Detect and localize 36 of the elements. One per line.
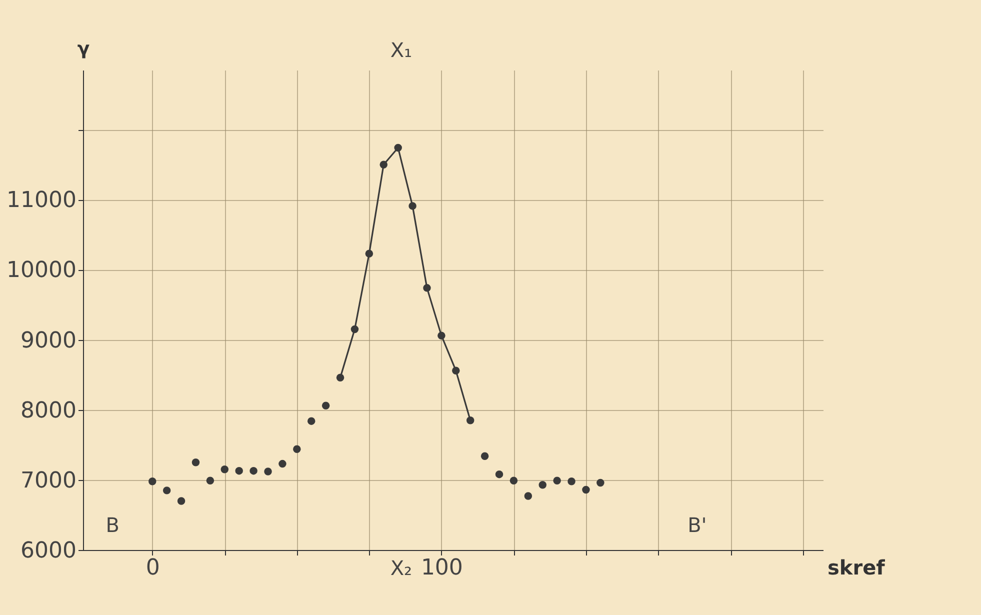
point (524, 492, 532, 500)
text: X₂ (390, 556, 412, 580)
point (538, 480, 546, 489)
y-tick-label: 11000 (6, 188, 76, 214)
y-tick-label: 10000 (6, 258, 76, 284)
y-axis-title: γ (77, 38, 90, 60)
point (148, 477, 156, 486)
point (495, 470, 504, 478)
y-tick-label: 7000 (20, 468, 76, 494)
x-tick-label: 100 (420, 556, 463, 580)
point (322, 402, 330, 410)
point (177, 497, 186, 505)
x-tick-label: 0 (146, 556, 160, 580)
point (206, 476, 214, 484)
y-tick-label: 8000 (20, 398, 76, 424)
point (553, 476, 561, 484)
annotation: B (106, 513, 120, 537)
y-tick-label: 6000 (20, 538, 76, 564)
point (264, 468, 272, 476)
point (235, 466, 243, 475)
point (192, 458, 200, 466)
point (596, 478, 604, 487)
point (582, 486, 590, 494)
y-tick-label: 9000 (20, 328, 76, 354)
annotation: B' (688, 513, 707, 537)
x-axis-title: skref (828, 556, 886, 580)
point (293, 445, 301, 453)
point (510, 476, 518, 484)
point (250, 466, 258, 475)
point (220, 466, 229, 474)
point (307, 417, 316, 425)
text: X₁ (390, 38, 412, 62)
point (278, 460, 286, 468)
point (162, 486, 171, 494)
point (480, 452, 489, 460)
point (568, 477, 576, 486)
